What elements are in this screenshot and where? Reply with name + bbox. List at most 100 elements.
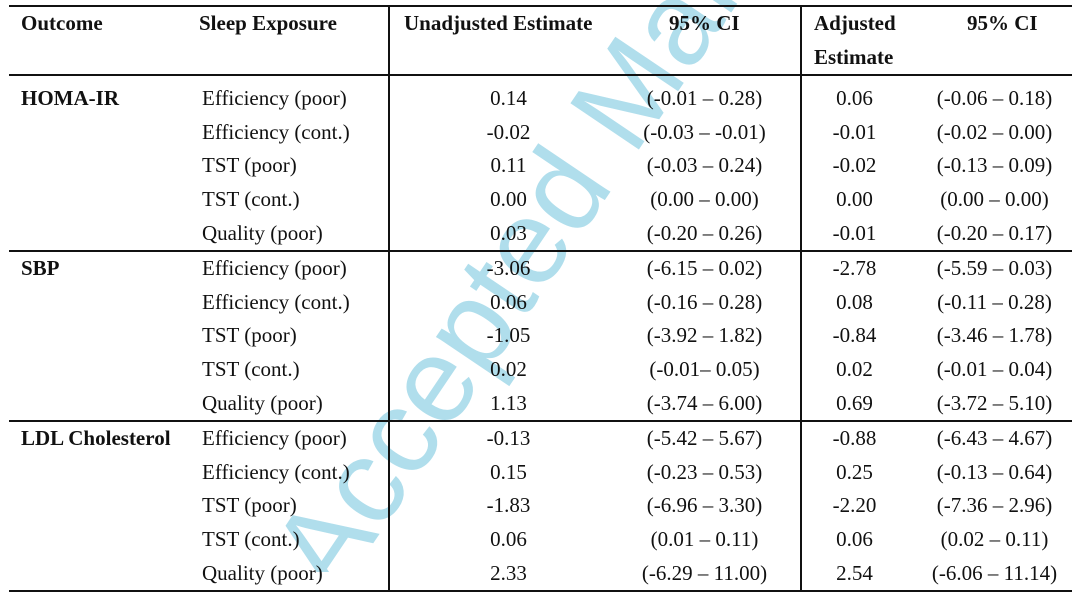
cell-outcome	[9, 319, 199, 353]
cell-unadjusted-estimate: 0.15	[388, 455, 609, 490]
cell-adjusted-ci: (-6.43 – 4.67)	[917, 420, 1072, 456]
cell-sleep-exposure: Efficiency (cont.)	[202, 459, 350, 484]
cell-adjusted-ci: (-6.06 – 11.14)	[917, 556, 1072, 592]
cell-outcome	[9, 183, 199, 217]
results-table: Outcome Sleep Exposure Unadjusted Estima…	[9, 4, 1072, 592]
cell-adjusted-ci: (-0.13 – 0.64)	[936, 459, 1053, 484]
table-row: TST (poor) -1.83 (-6.96 – 3.30) -2.20 (-7.36…	[9, 489, 1072, 523]
cell-sleep-exposure: TST (cont.)	[202, 186, 300, 211]
cell-adjusted-ci: (-0.20 – 0.17)	[936, 220, 1053, 245]
table-row: SBP Efficiency (poor) -3.06 (-6.15 – 0.02) -…	[9, 250, 1072, 286]
cell-unadjusted-estimate: 1.13	[388, 386, 609, 422]
cell-unadjusted-ci: (0.01 – 0.11)	[650, 526, 759, 551]
cell-sleep-exposure: Quality (poor)	[202, 390, 323, 415]
cell-sleep-exposure: TST (cont.)	[202, 526, 300, 551]
cell-outcome	[9, 523, 199, 557]
table-row: Efficiency (cont.) 0.06 (-0.16 – 0.28) 0.08…	[9, 285, 1072, 320]
table-row: Quality (poor) 1.13 (-3.74 – 6.00) 0.69 (-3.…	[9, 386, 1072, 422]
header-adjusted-ci: 95% CI	[917, 4, 1072, 77]
table-row: Quality (poor) 0.03 (-0.20 – 0.26) -0.01 (-0…	[9, 216, 1072, 252]
cell-outcome	[9, 217, 199, 252]
table-row: TST (cont.) 0.02 (-0.01– 0.05) 0.02 (-0.01 –…	[9, 352, 1072, 387]
cell-adjusted-ci: (0.02 – 0.11)	[940, 526, 1049, 551]
header-adjusted-estimate: Adjusted Estimate	[800, 4, 917, 77]
cell-sleep-exposure: TST (poor)	[202, 153, 297, 178]
cell-adjusted-ci: (-7.36 – 2.96)	[936, 493, 1053, 518]
cell-adjusted-ci: (-0.11 – 0.28)	[937, 289, 1052, 314]
cell-outcome	[9, 286, 199, 320]
cell-unadjusted-ci: (-3.92 – 1.82)	[646, 323, 763, 348]
header-adjusted-line2: Estimate	[814, 44, 894, 69]
cell-sleep-exposure: Efficiency (cont.)	[202, 289, 350, 314]
cell-sleep-exposure: TST (poor)	[202, 493, 297, 518]
cell-sleep-exposure: Efficiency (poor)	[199, 250, 389, 286]
table-row: LDL Cholesterol Efficiency (poor) -0.13 (-5…	[9, 420, 1072, 456]
cell-unadjusted-estimate: 0.14	[388, 75, 609, 116]
cell-sleep-exposure: Quality (poor)	[199, 556, 389, 592]
cell-unadjusted-ci: (-0.16 – 0.28)	[646, 289, 763, 314]
cell-sleep-exposure: Quality (poor)	[202, 220, 323, 245]
cell-adjusted-estimate: -0.02	[800, 149, 917, 183]
table-body: HOMA-IR Efficiency (poor) 0.14 (-0.01 – 0.2…	[9, 75, 1072, 592]
cell-unadjusted-ci: (-0.03 – 0.24)	[646, 153, 763, 178]
cell-unadjusted-ci: (-5.42 – 5.67)	[609, 420, 801, 456]
cell-unadjusted-estimate: -1.05	[388, 319, 609, 353]
table-row: TST (poor) -1.05 (-3.92 – 1.82) -0.84 (-3.46…	[9, 319, 1072, 353]
cell-adjusted-estimate: 0.06	[800, 75, 917, 116]
cell-outcome: SBP	[9, 250, 199, 286]
cell-sleep-exposure: TST (poor)	[202, 323, 297, 348]
cell-adjusted-estimate: 0.00	[800, 182, 917, 217]
cell-unadjusted-estimate: -1.83	[388, 489, 609, 523]
cell-unadjusted-estimate: 0.06	[388, 285, 609, 320]
cell-adjusted-estimate: -0.84	[800, 319, 917, 353]
cell-unadjusted-estimate: 0.11	[388, 149, 609, 183]
cell-sleep-exposure: Efficiency (cont.)	[202, 119, 350, 144]
cell-adjusted-estimate: 2.54	[800, 556, 917, 592]
cell-unadjusted-estimate: -0.02	[388, 115, 609, 150]
cell-adjusted-estimate: -0.01	[800, 115, 917, 150]
cell-adjusted-estimate: 0.25	[800, 455, 917, 490]
header-unadjusted-ci: 95% CI	[609, 4, 801, 77]
table-row: TST (poor) 0.11 (-0.03 – 0.24) -0.02 (-0.13 …	[9, 149, 1072, 183]
cell-unadjusted-ci: (-0.01 – 0.28)	[646, 86, 763, 111]
cell-adjusted-estimate: 0.02	[800, 352, 917, 387]
cell-unadjusted-ci: (-6.96 – 3.30)	[646, 493, 763, 518]
table-row: TST (cont.) 0.06 (0.01 – 0.11) 0.06 (0.02 – …	[9, 522, 1072, 557]
cell-unadjusted-ci: (-6.15 – 0.02)	[609, 250, 801, 286]
header-row: Outcome Sleep Exposure Unadjusted Estima…	[9, 4, 1072, 77]
cell-unadjusted-estimate: 0.02	[388, 352, 609, 387]
cell-adjusted-estimate: 0.08	[800, 285, 917, 320]
cell-unadjusted-ci: (-6.29 – 11.00)	[609, 556, 801, 592]
cell-adjusted-estimate: -2.20	[800, 489, 917, 523]
table-row: Efficiency (cont.) 0.15 (-0.23 – 0.53) 0.25…	[9, 455, 1072, 490]
cell-sleep-exposure: Efficiency (poor)	[199, 420, 389, 456]
cell-adjusted-estimate: 0.69	[800, 386, 917, 422]
header-adjusted-line1: Adjusted	[814, 11, 896, 35]
cell-outcome	[9, 149, 199, 183]
cell-adjusted-estimate: -0.88	[800, 420, 917, 456]
header-sleep-exposure: Sleep Exposure	[199, 4, 389, 77]
cell-adjusted-estimate: -2.78	[800, 250, 917, 286]
cell-unadjusted-estimate: 2.33	[388, 556, 609, 592]
cell-unadjusted-ci: (-0.20 – 0.26)	[646, 220, 763, 245]
cell-adjusted-estimate: -0.01	[800, 216, 917, 252]
cell-outcome	[9, 387, 199, 422]
cell-outcome: HOMA-IR	[21, 86, 119, 111]
cell-unadjusted-estimate: 0.06	[388, 522, 609, 557]
cell-unadjusted-estimate: -0.13	[388, 420, 609, 456]
table-header: Outcome Sleep Exposure Unadjusted Estima…	[9, 4, 1072, 77]
cell-adjusted-estimate: 0.06	[800, 522, 917, 557]
table-row: Efficiency (cont.) -0.02 (-0.03 – -0.01) -0…	[9, 115, 1072, 150]
header-unadjusted-estimate: Unadjusted Estimate	[388, 4, 609, 77]
table-row: Quality (poor) 2.33 (-6.29 – 11.00) 2.54 (-6…	[9, 556, 1072, 592]
cell-adjusted-ci: (-3.72 – 5.10)	[936, 390, 1053, 415]
cell-sleep-exposure: Efficiency (poor)	[202, 86, 347, 111]
cell-adjusted-ci: (0.00 – 0.00)	[940, 186, 1049, 211]
cell-unadjusted-ci: (0.00 – 0.00)	[650, 186, 759, 211]
cell-outcome	[9, 456, 199, 490]
cell-outcome	[9, 489, 199, 523]
cell-outcome	[9, 353, 199, 387]
cell-adjusted-ci: (-5.59 – 0.03)	[917, 250, 1072, 286]
cell-adjusted-ci: (-3.46 – 1.78)	[936, 323, 1053, 348]
cell-unadjusted-estimate: 0.00	[388, 182, 609, 217]
